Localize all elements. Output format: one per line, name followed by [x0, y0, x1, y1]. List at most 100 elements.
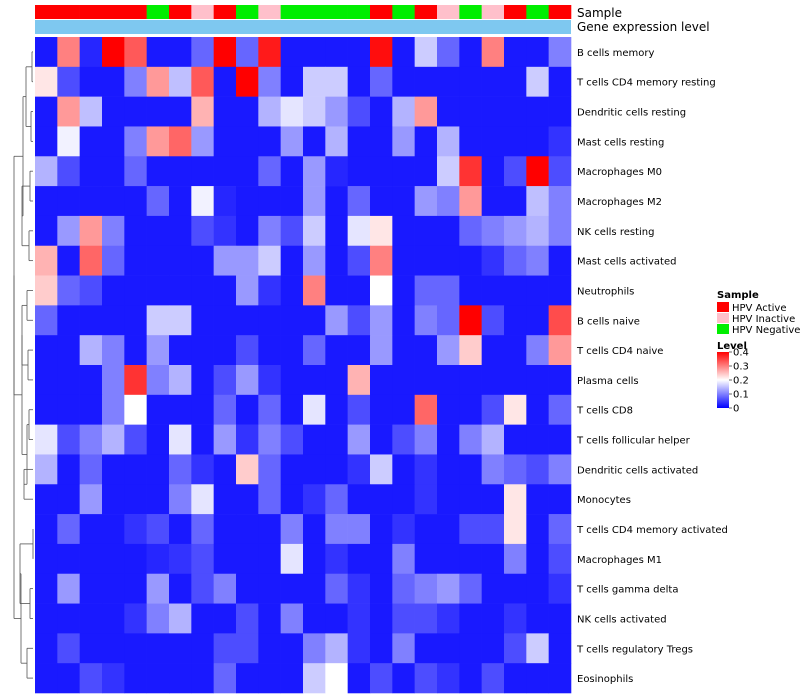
heatmap-cell: [191, 573, 214, 604]
heatmap-cell: [213, 424, 237, 455]
heatmap-cell: [102, 186, 125, 217]
level-colorbar: [717, 352, 729, 408]
heatmap-cell: [236, 633, 259, 664]
heatmap-cell: [392, 484, 415, 515]
sample-annotation-cell: [437, 5, 460, 19]
heatmap-cell: [146, 633, 170, 664]
heatmap-cell: [548, 663, 572, 694]
heatmap-cell: [414, 514, 438, 545]
heatmap-cell: [392, 335, 415, 366]
heatmap-cell: [481, 514, 505, 545]
heatmap-cell: [548, 573, 572, 604]
heatmap-cell: [347, 96, 371, 127]
heatmap-cell: [102, 305, 125, 336]
heatmap-cell: [303, 454, 326, 485]
heatmap-cell: [370, 603, 393, 634]
heatmap-cell: [35, 37, 58, 68]
heatmap-cell: [35, 633, 58, 664]
heatmap-cell: [124, 156, 147, 187]
sample-annotation-cell: [169, 5, 192, 19]
heatmap-cell: [481, 335, 505, 366]
heatmap-cell: [504, 633, 527, 664]
heatmap-cell: [169, 543, 192, 575]
heatmap-cell: [79, 126, 103, 157]
heatmap-cell: [481, 156, 505, 187]
heatmap-cell: [347, 424, 371, 455]
heatmap-cell: [504, 126, 527, 157]
heatmap-cell: [124, 573, 147, 604]
heatmap-cell: [213, 245, 237, 276]
heatmap-cell: [504, 424, 527, 455]
heatmap-cell: [392, 514, 415, 545]
heatmap-cell: [548, 305, 572, 336]
heatmap-cell: [437, 603, 460, 634]
heatmap-cell: [191, 66, 214, 97]
heatmap-cell: [124, 305, 147, 336]
sample-annotation-cell: [191, 5, 214, 19]
heatmap-cell: [280, 186, 304, 217]
heatmap-cell: [392, 126, 415, 157]
heatmap-cell: [57, 305, 80, 336]
heatmap-cell: [102, 245, 125, 276]
heatmap-cell: [146, 66, 170, 97]
heatmap-cell: [347, 484, 371, 515]
level-tick-label: 0.2: [733, 376, 749, 387]
heatmap-cell: [325, 603, 348, 634]
heatmap-cell: [526, 603, 549, 634]
heatmap-cell: [258, 394, 281, 425]
heatmap-cell: [325, 454, 348, 485]
row-label: T cells CD4 naive: [576, 346, 663, 357]
heatmap-cell: [459, 514, 482, 545]
sample-legend-swatch: [717, 324, 729, 334]
gene-annotation-label: Gene expression level: [577, 20, 710, 34]
heatmap-cell: [481, 96, 505, 127]
heatmap-cell: [191, 245, 214, 276]
heatmap-cell: [325, 37, 348, 68]
heatmap-cell: [437, 365, 460, 396]
heatmap-cell: [35, 156, 58, 187]
heatmap-cell: [35, 543, 58, 575]
row-label: B cells memory: [577, 48, 654, 59]
sample-annotation-cell: [236, 5, 259, 19]
heatmap-cell: [169, 573, 192, 604]
heatmap-cell: [414, 275, 438, 306]
heatmap-cell: [146, 126, 170, 157]
heatmap-cell: [526, 156, 549, 187]
heatmap-cell: [213, 394, 237, 425]
heatmap-cell: [57, 215, 80, 247]
heatmap-cell: [79, 603, 103, 634]
row-label: T cells CD8: [576, 406, 633, 417]
heatmap-cell: [548, 394, 572, 425]
sample-annotation-cell: [392, 5, 415, 19]
heatmap-cell: [526, 186, 549, 217]
heatmap-cell: [548, 484, 572, 515]
heatmap-cell: [504, 663, 527, 694]
heatmap-cell: [325, 394, 348, 425]
heatmap-cell: [213, 66, 237, 97]
row-label: Dendritic cells activated: [577, 465, 698, 476]
heatmap-cell: [191, 633, 214, 664]
heatmap-cell: [481, 663, 505, 694]
heatmap-cell: [370, 37, 393, 68]
sample-annotation-cell: [303, 5, 326, 19]
heatmap-cell: [414, 335, 438, 366]
heatmap-cell: [124, 365, 147, 396]
heatmap-cell: [146, 514, 170, 545]
level-tick-label: 0: [733, 404, 739, 415]
heatmap-cell: [102, 573, 125, 604]
sample-legend-label: HPV Negative: [732, 325, 800, 336]
heatmap-cell: [57, 603, 80, 634]
heatmap-cell: [504, 245, 527, 276]
heatmap-cell: [325, 663, 348, 694]
heatmap-cell: [124, 37, 147, 68]
heatmap-cell: [236, 186, 259, 217]
heatmap-cell: [57, 37, 80, 68]
heatmap-cell: [325, 335, 348, 366]
row-label: T cells regulatory Tregs: [576, 644, 693, 655]
row-label: NK cells activated: [577, 614, 667, 625]
heatmap-cell: [213, 454, 237, 485]
heatmap-cell: [169, 633, 192, 664]
sample-annotation-cell: [35, 5, 58, 19]
